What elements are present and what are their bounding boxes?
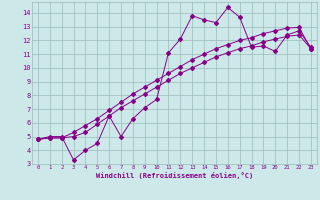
X-axis label: Windchill (Refroidissement éolien,°C): Windchill (Refroidissement éolien,°C) [96,172,253,179]
